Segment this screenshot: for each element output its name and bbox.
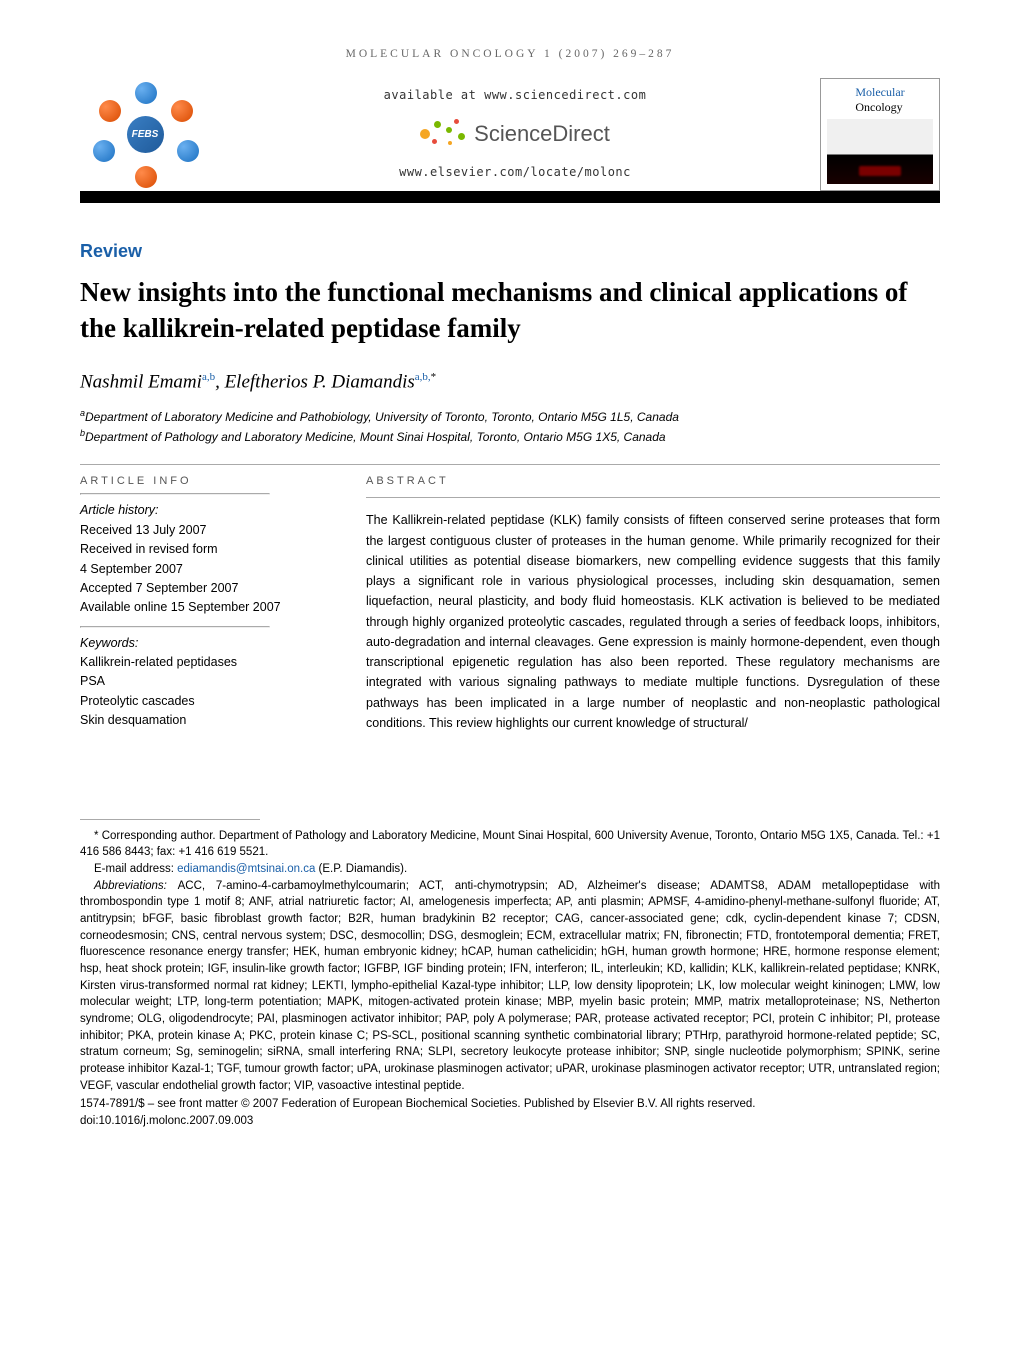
- footnotes: * Corresponding author. Department of Pa…: [80, 828, 940, 1095]
- author-affil-marker: a,b,: [415, 371, 431, 383]
- abbrev-label: Abbreviations:: [94, 880, 178, 892]
- logo-orb: [135, 82, 157, 104]
- sciencedirect-logo: ScienceDirect: [218, 119, 812, 149]
- history-online: Available online 15 September 2007: [80, 598, 332, 617]
- author-affil-marker: a,b: [202, 371, 215, 383]
- authors: Nashmil Emamia,b, Eleftherios P. Diamand…: [80, 371, 940, 393]
- footnote-rule: [80, 819, 260, 820]
- divider-bar: [80, 191, 940, 203]
- history-accepted: Accepted 7 September 2007: [80, 579, 332, 598]
- email-tail: (E.P. Diamandis).: [315, 863, 407, 875]
- keywords-block: Keywords: Kallikrein-related peptidases …: [80, 628, 332, 739]
- affiliation-line: aDepartment of Laboratory Medicine and P…: [80, 407, 940, 427]
- keywords-label: Keywords:: [80, 634, 332, 653]
- email-label: E-mail address:: [94, 863, 177, 875]
- masthead-center: available at www.sciencedirect.com Scien…: [210, 78, 820, 191]
- abstract-column: ABSTRACT The Kallikrein-related peptidas…: [366, 469, 940, 738]
- author-name: Nashmil Emami: [80, 371, 202, 392]
- sd-mark-icon: [420, 119, 468, 149]
- journal-cover-title: Molecular Oncology: [855, 85, 904, 115]
- masthead: FEBS available at www.sciencedirect.com …: [80, 78, 940, 191]
- abstract-heading: ABSTRACT: [366, 469, 940, 493]
- article-type-label: Review: [80, 241, 940, 262]
- keyword: Proteolytic cascades: [80, 692, 332, 711]
- publisher-logo-box: FEBS: [80, 78, 210, 191]
- corresponding-star: *: [431, 371, 437, 383]
- keyword: Skin desquamation: [80, 711, 332, 730]
- abbreviations: Abbreviations: ACC, 7-amino-4-carbamoylm…: [80, 878, 940, 1095]
- keyword: PSA: [80, 672, 332, 691]
- journal-cover: Molecular Oncology: [820, 78, 940, 191]
- logo-orb: [177, 140, 199, 162]
- sciencedirect-text: ScienceDirect: [474, 121, 610, 147]
- logo-orb: [99, 100, 121, 122]
- affiliation-text: Department of Pathology and Laboratory M…: [85, 430, 666, 444]
- cover-word-oncology: Oncology: [855, 100, 902, 114]
- doi-line: doi:10.1016/j.molonc.2007.09.003: [80, 1113, 940, 1130]
- author-name: , Eleftherios P. Diamandis: [215, 371, 415, 392]
- section-rule: [80, 464, 940, 465]
- article-title: New insights into the functional mechani…: [80, 274, 940, 347]
- affiliation-text: Department of Laboratory Medicine and Pa…: [85, 410, 679, 424]
- cover-word-molecular: Molecular: [855, 85, 904, 99]
- logo-orb: [135, 166, 157, 188]
- history-label: Article history:: [80, 501, 332, 520]
- abbrev-body: ACC, 7-amino-4-carbamoylmethylcoumarin; …: [80, 880, 940, 1092]
- copyright-line: 1574-7891/$ – see front matter © 2007 Fe…: [80, 1096, 940, 1113]
- available-at: available at www.sciencedirect.com: [218, 88, 812, 102]
- affiliation-line: bDepartment of Pathology and Laboratory …: [80, 427, 940, 447]
- email-line: E-mail address: ediamandis@mtsinai.on.ca…: [80, 861, 940, 878]
- logo-orb: [93, 140, 115, 162]
- abstract-text: The Kallikrein-related peptidase (KLK) f…: [366, 502, 940, 733]
- history-revised: Received in revised form: [80, 540, 332, 559]
- affiliations: aDepartment of Laboratory Medicine and P…: [80, 407, 940, 446]
- article-info-heading: ARTICLE INFO: [80, 469, 332, 493]
- febs-label: FEBS: [127, 116, 164, 153]
- history-revised-date: 4 September 2007: [80, 560, 332, 579]
- logo-orb: [171, 100, 193, 122]
- corresponding-author-note: * Corresponding author. Department of Pa…: [80, 828, 940, 861]
- journal-url: www.elsevier.com/locate/molonc: [218, 165, 812, 179]
- article-history: Article history: Received 13 July 2007 R…: [80, 495, 332, 625]
- keyword: Kallikrein-related peptidases: [80, 653, 332, 672]
- journal-cover-image: [827, 119, 933, 184]
- article-info-column: ARTICLE INFO Article history: Received 1…: [80, 469, 332, 738]
- email-link[interactable]: ediamandis@mtsinai.on.ca: [177, 863, 315, 875]
- info-abstract-row: ARTICLE INFO Article history: Received 1…: [80, 469, 940, 738]
- history-received: Received 13 July 2007: [80, 521, 332, 540]
- section-rule: [366, 497, 940, 498]
- copyright-block: 1574-7891/$ – see front matter © 2007 Fe…: [80, 1096, 940, 1129]
- febs-logo: FEBS: [93, 82, 198, 187]
- running-head: MOLECULAR ONCOLOGY 1 (2007) 269–287: [80, 48, 940, 60]
